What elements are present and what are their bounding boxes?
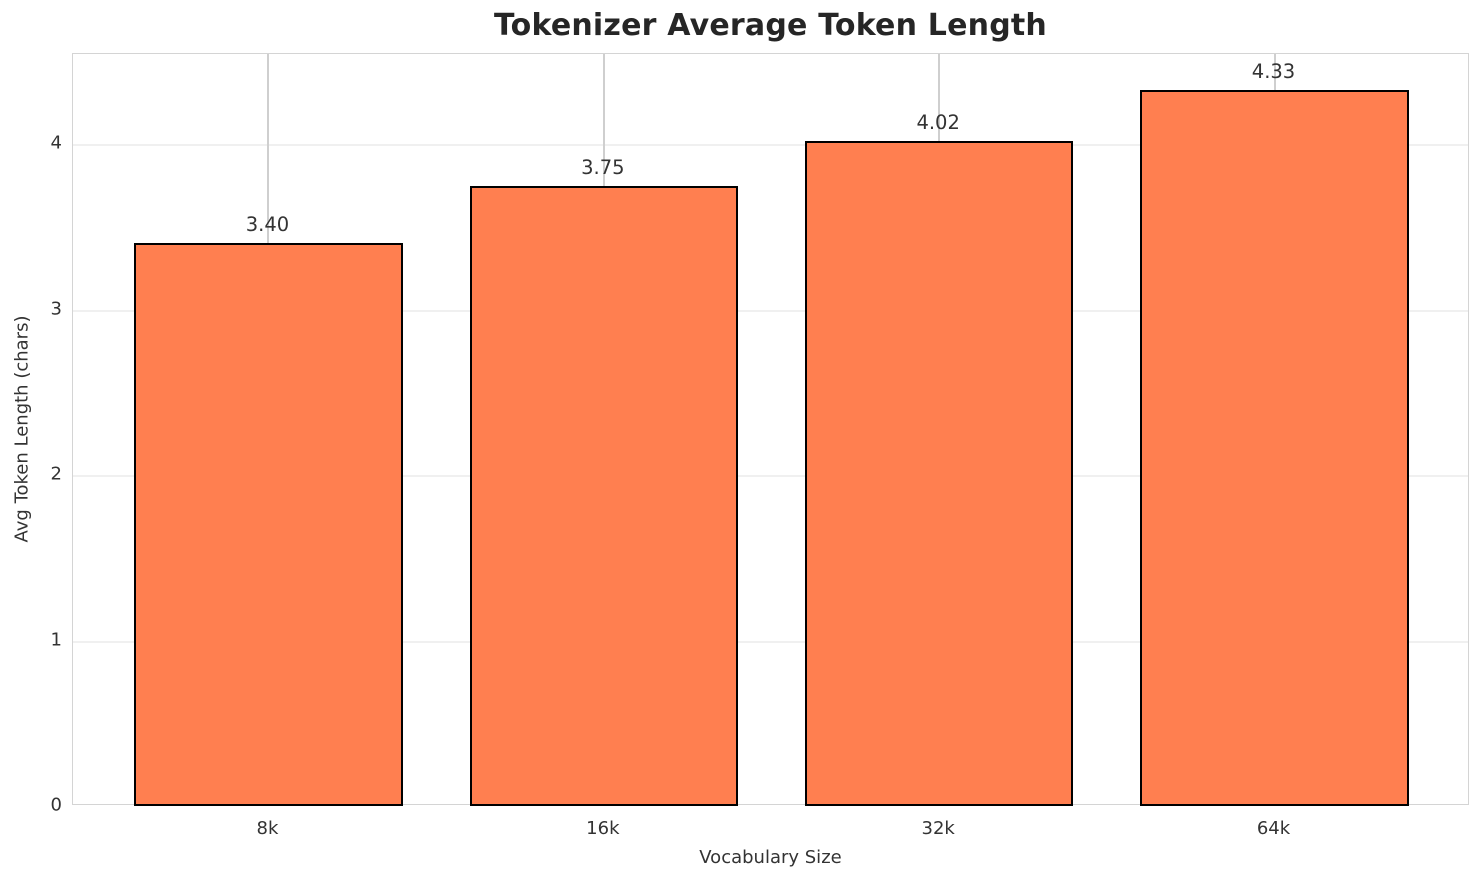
chart-title: Tokenizer Average Token Length: [493, 8, 1047, 43]
bar-value-label: 4.02: [916, 110, 960, 134]
x-tick-label: 16k: [586, 818, 620, 839]
y-axis-label: Avg Token Length (chars): [11, 315, 33, 543]
y-gridline: [73, 309, 1468, 312]
x-tick-label: 64k: [1256, 818, 1291, 839]
y-tick-label: 1: [50, 629, 62, 651]
y-gridline: [73, 475, 1468, 478]
y-gridline: [73, 640, 1468, 643]
y-tick-label: 3: [50, 298, 62, 320]
x-axis-label: Vocabulary Size: [699, 847, 842, 868]
x-tick-label: 32k: [921, 818, 955, 839]
bar-value-label: 3.75: [581, 155, 625, 179]
x-tick-label: 8k: [256, 818, 279, 839]
y-gridline: [73, 144, 1468, 147]
y-tick-label: 0: [50, 794, 62, 816]
bar-16k: [469, 185, 738, 806]
bar-value-label: 3.40: [245, 213, 290, 237]
bar-8k: [134, 243, 403, 806]
y-tick-label: 2: [50, 463, 62, 485]
bar-64k: [1140, 89, 1409, 806]
bar-value-label: 4.33: [1251, 59, 1296, 83]
bar-32k: [805, 140, 1074, 806]
plot-area: [72, 53, 1469, 806]
y-tick-label: 4: [50, 132, 62, 154]
